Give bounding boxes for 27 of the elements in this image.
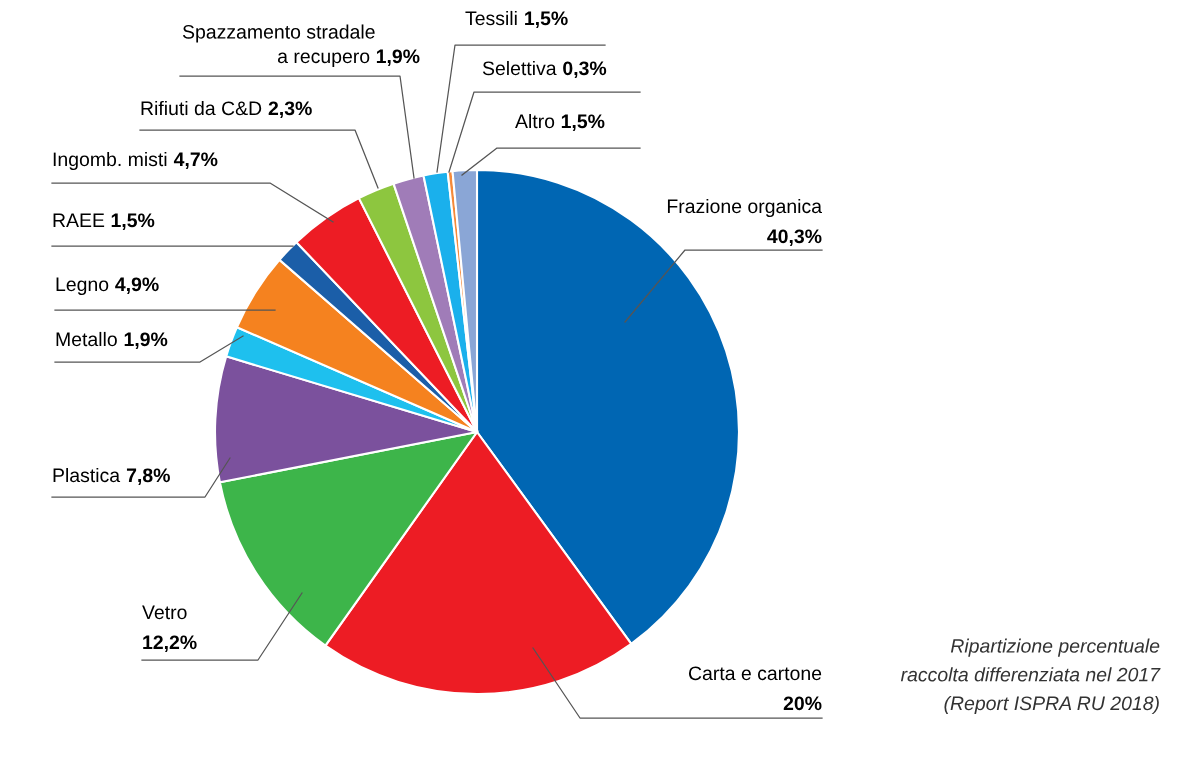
data-label: 1,5% bbox=[561, 114, 605, 132]
data-label: 0,3% bbox=[563, 61, 607, 79]
slice-label: RAEE bbox=[53, 213, 105, 227]
data-label: 12,2% bbox=[143, 635, 197, 653]
text: Ripartizione percentuale raccolta differenziata nel 2017 (Report ISPRA RU 2018) bbox=[900, 638, 1161, 715]
slice-label: Frazione organica bbox=[667, 198, 823, 218]
data-label: 20% bbox=[783, 696, 822, 711]
slice-label: Spazzamento stradale a recupero bbox=[182, 24, 375, 68]
slice-label: Carta e cartone bbox=[688, 666, 822, 681]
data-label: 4,9% bbox=[115, 277, 159, 295]
data-label: 40,3% bbox=[767, 229, 822, 247]
data-label: 7,8% bbox=[126, 468, 170, 486]
slice-label: Vetro bbox=[142, 605, 187, 620]
slice-label: Ingomb. misti bbox=[53, 151, 167, 171]
data-label: 4,7% bbox=[173, 152, 218, 170]
slice-label: Tessili bbox=[465, 10, 517, 26]
slice-label: Metallo bbox=[56, 331, 117, 347]
slice-label: Selettiva bbox=[482, 60, 557, 76]
data-label: 2,3% bbox=[268, 101, 312, 119]
slice-label: Rifiuti da C&D bbox=[141, 100, 262, 116]
slice-label: Plastica bbox=[53, 467, 121, 483]
slice-label: Legno bbox=[56, 277, 109, 296]
data-label: 1,9% bbox=[124, 332, 168, 350]
data-label: 1,5% bbox=[111, 213, 155, 231]
data-label: 1,9% bbox=[376, 49, 420, 67]
data-label: 1,5% bbox=[525, 11, 568, 29]
slice-label: Altro bbox=[515, 113, 555, 129]
